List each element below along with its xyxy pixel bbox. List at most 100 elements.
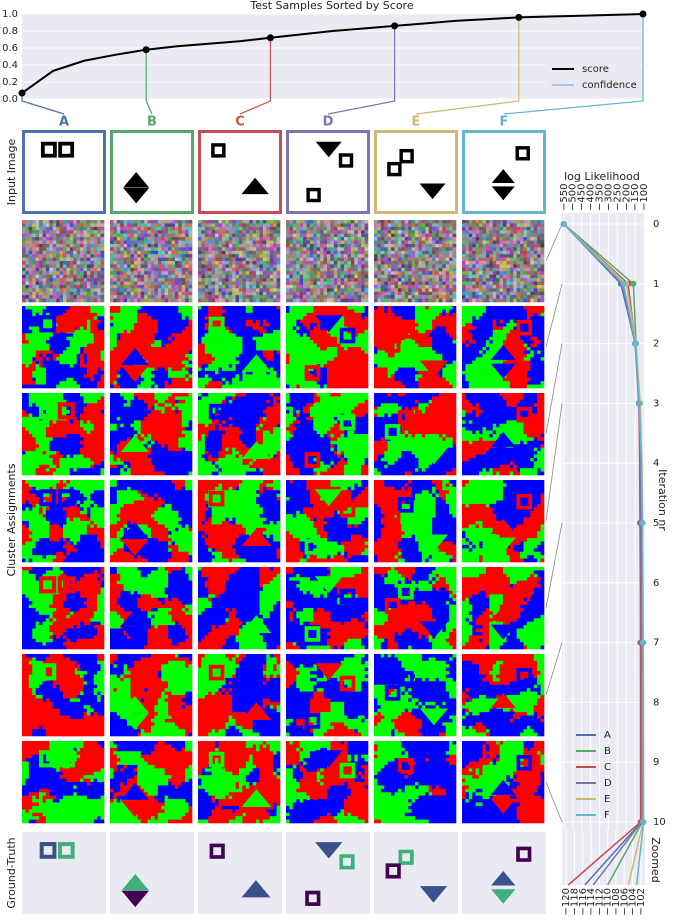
pixel — [306, 220, 311, 224]
pixel — [201, 298, 206, 303]
pixel — [482, 220, 487, 224]
cluster-run — [49, 444, 84, 448]
cluster-run — [73, 416, 77, 421]
cluster-run — [374, 374, 388, 379]
cluster-run — [168, 444, 179, 448]
pixel — [286, 284, 290, 289]
cluster-run — [462, 370, 500, 375]
pixel — [344, 267, 348, 272]
cluster-run — [520, 336, 531, 341]
pixel — [42, 230, 47, 234]
pixel — [185, 220, 189, 224]
pixel — [442, 284, 447, 289]
cluster-run — [523, 350, 531, 355]
pixel — [171, 233, 176, 238]
pixel — [452, 233, 457, 238]
pixel — [262, 250, 267, 255]
pixel — [22, 230, 26, 234]
pixel — [306, 233, 311, 238]
pixel — [432, 243, 436, 248]
pixel — [273, 233, 277, 238]
pixel — [185, 274, 189, 279]
pixel — [228, 267, 233, 272]
pixel — [178, 257, 183, 262]
pixel — [130, 295, 135, 299]
pixel — [161, 243, 165, 248]
pixel — [215, 220, 219, 224]
pixel — [127, 220, 131, 224]
pixel — [127, 278, 131, 282]
pixel — [178, 264, 183, 269]
pixel — [492, 243, 497, 248]
cluster-run — [465, 374, 507, 379]
pixel — [462, 278, 466, 282]
cluster-run — [537, 312, 541, 317]
pixel — [506, 274, 511, 279]
pixel — [56, 247, 60, 252]
pixel — [377, 237, 382, 241]
pixel — [35, 254, 40, 258]
shape — [419, 183, 446, 200]
pixel — [452, 271, 457, 275]
pixel — [350, 223, 355, 228]
cluster-run — [204, 374, 209, 379]
pixel — [147, 257, 152, 262]
pixel — [147, 274, 152, 279]
cluster-run — [323, 364, 369, 368]
pixel — [201, 223, 206, 228]
pixel — [509, 271, 514, 275]
cluster-run — [232, 399, 267, 404]
pixel — [306, 271, 311, 275]
pixel — [28, 288, 33, 293]
pixel — [127, 230, 131, 234]
cluster-run — [503, 377, 531, 382]
cluster-run — [56, 451, 60, 455]
pixel — [323, 240, 328, 245]
pixel — [59, 267, 64, 272]
pixel — [188, 250, 193, 255]
pixel — [344, 295, 348, 299]
pixel — [357, 295, 362, 299]
cluster-run — [198, 471, 212, 476]
cluster-run — [168, 374, 186, 379]
pixel — [449, 243, 453, 248]
pixel — [110, 295, 114, 299]
cluster-run — [306, 374, 314, 379]
pixel — [425, 237, 429, 241]
cluster-run — [526, 370, 545, 375]
pixel — [100, 233, 105, 238]
cluster-run — [133, 420, 142, 425]
pixel — [39, 295, 43, 299]
pixel — [357, 223, 362, 228]
pixel — [232, 237, 236, 241]
pixel — [252, 264, 257, 269]
pixel — [161, 291, 165, 296]
cluster-run — [377, 306, 385, 310]
pixel — [296, 264, 300, 269]
cluster-run — [256, 319, 260, 324]
pixel — [299, 288, 304, 293]
pixel — [63, 291, 67, 296]
pixel — [171, 250, 176, 255]
pixel — [188, 233, 193, 238]
pixel — [313, 271, 318, 275]
cluster-run — [181, 420, 189, 425]
pixel — [337, 291, 341, 296]
cluster-run — [32, 370, 47, 375]
cluster-run — [174, 410, 179, 414]
pixel — [221, 278, 226, 282]
pixel — [509, 261, 514, 265]
shape — [339, 854, 355, 870]
pixel — [347, 254, 352, 258]
cluster-run — [245, 309, 253, 314]
pixel — [292, 274, 297, 279]
pixel — [316, 233, 321, 238]
pixel — [516, 254, 521, 258]
pixel — [76, 240, 81, 245]
cluster-run — [69, 364, 74, 368]
pixel — [520, 223, 524, 228]
pixel — [97, 223, 101, 228]
pixel — [90, 291, 95, 296]
pixel — [174, 291, 179, 296]
pixel — [442, 240, 447, 245]
